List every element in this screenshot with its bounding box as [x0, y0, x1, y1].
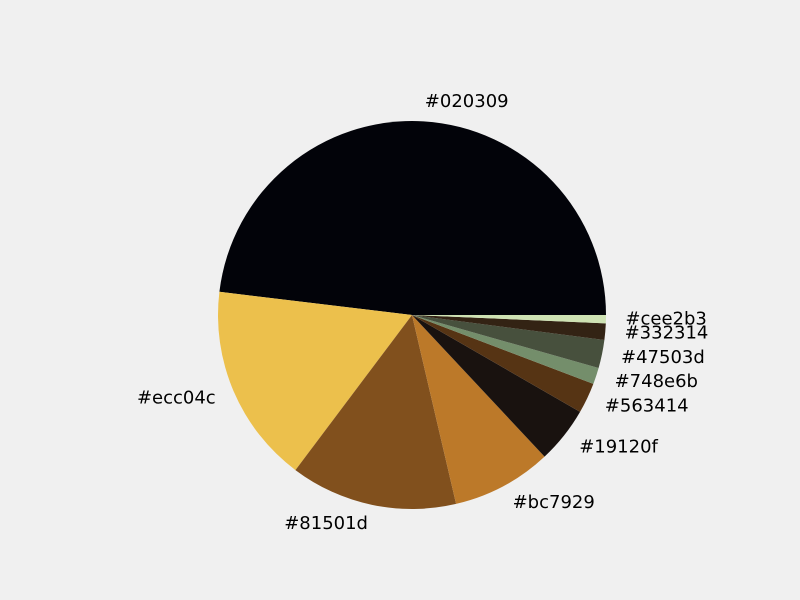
pie-label-020309: #020309 [425, 91, 509, 112]
pie-slice-020309 [219, 121, 606, 315]
pie-label-748e6b: #748e6b [615, 371, 698, 392]
pie-label-bc7929: #bc7929 [513, 492, 595, 513]
pie-label-cee2b3: #cee2b3 [625, 309, 706, 330]
pie-label-ecc04c: #ecc04c [137, 388, 216, 409]
pie-label-19120f: #19120f [579, 437, 658, 458]
pie-label-563414: #563414 [605, 396, 689, 417]
pie-slice-47503d [412, 315, 605, 369]
pie-slice-cee2b3 [412, 315, 606, 324]
pie-slice-563414 [412, 315, 594, 412]
pie-slice-332314 [412, 315, 606, 340]
pie-slice-ecc04c [218, 291, 412, 471]
pie-labels: #020309 #ecc04c #81501d #bc7929 #19120f #5634… [137, 91, 708, 534]
pie-label-332314: #332314 [625, 322, 709, 343]
pie-slices [218, 121, 606, 510]
pie-slice-81501d [295, 315, 457, 510]
pie-slice-bc7929 [412, 315, 545, 504]
pie-label-81501d: #81501d [284, 513, 368, 534]
pie-slice-19120f [412, 315, 581, 457]
pie-slice-748e6b [412, 315, 599, 384]
pie-label-47503d: #47503d [621, 347, 705, 368]
